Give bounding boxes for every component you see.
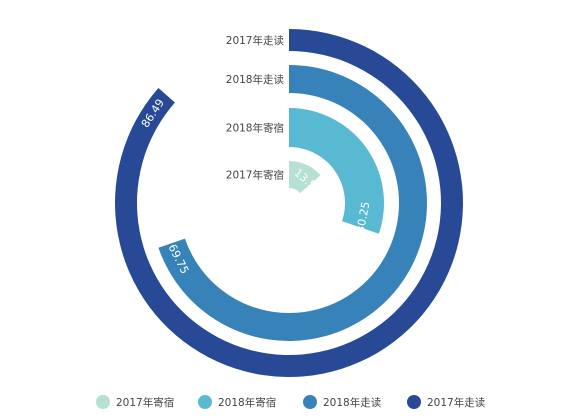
legend-swatch xyxy=(96,395,110,409)
legend-swatch xyxy=(198,395,212,409)
value-label: 30.25 xyxy=(354,201,373,234)
legend-item[interactable]: 2017年走读 xyxy=(407,395,486,409)
legend-item[interactable]: 2017年寄宿 xyxy=(96,395,174,409)
legend-item[interactable]: 2018年走读 xyxy=(303,395,382,409)
category-labels-layer: 2017年寄宿 2018年寄宿 2018年走读 2017年走读 xyxy=(226,34,285,182)
arc-2018年寄宿[interactable] xyxy=(289,108,384,234)
category-label: 2017年走读 xyxy=(226,34,285,47)
category-label: 2018年走读 xyxy=(226,73,285,86)
legend-swatch xyxy=(407,395,421,409)
legend-label: 2017年走读 xyxy=(427,396,486,409)
legend-label: 2018年寄宿 xyxy=(218,396,276,409)
category-label: 2017年寄宿 xyxy=(226,169,284,182)
legend-swatch xyxy=(303,395,317,409)
legend-label: 2017年寄宿 xyxy=(116,396,174,409)
legend: 2017年寄宿 2018年寄宿 2018年走读 2017年走读 xyxy=(96,395,486,409)
arc-2017年寄宿[interactable] xyxy=(289,161,321,194)
legend-item[interactable]: 2018年寄宿 xyxy=(198,395,276,409)
arcs-layer xyxy=(114,29,463,377)
arc-2018年走读[interactable] xyxy=(158,65,428,341)
category-label: 2018年寄宿 xyxy=(226,122,284,135)
legend-label: 2018年走读 xyxy=(323,396,382,409)
